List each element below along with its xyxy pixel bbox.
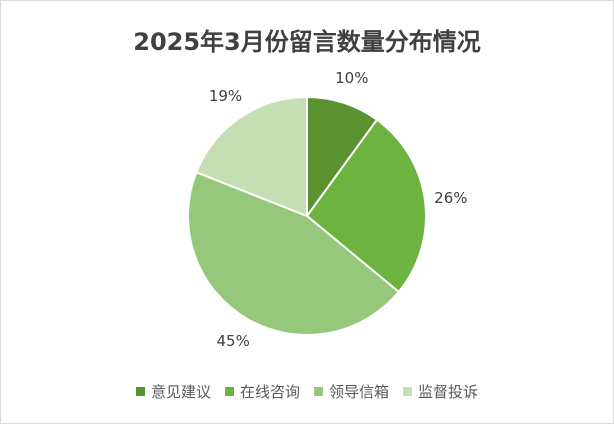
- legend-swatch: [224, 387, 234, 396]
- legend-item-2: 在线咨询: [224, 381, 300, 402]
- legend-label: 意见建议: [150, 383, 211, 401]
- pie-slice-2: [305, 118, 427, 294]
- legend-item-3: 领导信箱: [314, 381, 389, 402]
- legend: 意见建议 在线咨询 领导信箱 监督投诉: [0, 381, 614, 402]
- data-label-1: 10%: [335, 69, 368, 87]
- pie-slice-1: [306, 95, 379, 220]
- data-label-3: 45%: [217, 332, 250, 350]
- pie-slice-3: [187, 170, 401, 336]
- legend-label: 监督投诉: [418, 383, 479, 401]
- chart-title: 2025年3月份留言数量分布情况: [133, 28, 481, 56]
- legend-label: 在线咨询: [239, 383, 300, 401]
- legend-swatch: [135, 387, 145, 396]
- legend-swatch: [403, 387, 413, 396]
- pie-slice-4: [195, 95, 308, 218]
- data-label-4: 19%: [209, 87, 242, 105]
- data-label-2: 26%: [434, 189, 467, 207]
- legend-label: 领导信箱: [329, 383, 390, 401]
- legend-item-4: 监督投诉: [403, 381, 478, 402]
- legend-item-1: 意见建议: [135, 381, 211, 402]
- legend-swatch: [314, 387, 323, 396]
